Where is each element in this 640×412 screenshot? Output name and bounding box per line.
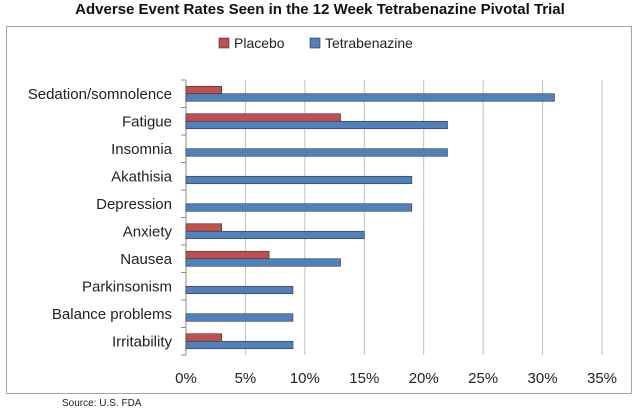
bar-tetrabenazine <box>185 258 341 267</box>
source-note: Source: U.S. FDA <box>62 398 142 409</box>
legend-label-placebo: Placebo <box>234 35 285 51</box>
x-tick-label: 0% <box>175 370 197 387</box>
x-tick-label: 5% <box>235 370 257 387</box>
category-label: Balance problems <box>52 306 172 323</box>
legend-label-tetrabenazine: Tetrabenazine <box>325 35 413 51</box>
bar-placebo <box>185 250 270 260</box>
chart-title: Adverse Event Rates Seen in the 12 Week … <box>75 1 565 18</box>
category-label: Anxiety <box>123 223 173 240</box>
bar-tetrabenazine <box>185 313 294 322</box>
category-label: Nausea <box>120 251 172 268</box>
bar-tetrabenazine <box>185 230 365 240</box>
legend-swatch-tetrabenazine <box>309 37 321 49</box>
x-tick-label: 25% <box>468 370 498 387</box>
bar-placebo <box>185 113 341 122</box>
category-label: Irritability <box>112 333 173 350</box>
x-tick-label: 20% <box>409 370 439 387</box>
legend-swatch-placebo <box>218 37 230 49</box>
bar-tetrabenazine <box>185 93 555 102</box>
bar-tetrabenazine <box>185 120 448 130</box>
bar-placebo <box>185 223 222 232</box>
x-tick-label: 10% <box>290 370 320 387</box>
bar-placebo <box>185 333 222 342</box>
bar-tetrabenazine <box>185 340 294 350</box>
category-label: Parkinsonism <box>82 278 172 295</box>
x-tick-label: 30% <box>528 370 558 387</box>
x-tick-label: 15% <box>349 370 379 387</box>
bar-placebo <box>185 85 222 95</box>
bar-tetrabenazine <box>185 203 413 212</box>
bar-tetrabenazine <box>185 148 448 157</box>
category-label: Depression <box>96 196 172 213</box>
bar-tetrabenazine <box>185 285 294 295</box>
x-tick-label: 35% <box>587 370 617 387</box>
category-label: Fatigue <box>122 113 172 130</box>
bar-tetrabenazine <box>185 175 413 185</box>
category-label: Insomnia <box>111 141 173 158</box>
category-label: Akathisia <box>111 168 173 185</box>
category-label: Sedation/somnolence <box>28 86 172 103</box>
